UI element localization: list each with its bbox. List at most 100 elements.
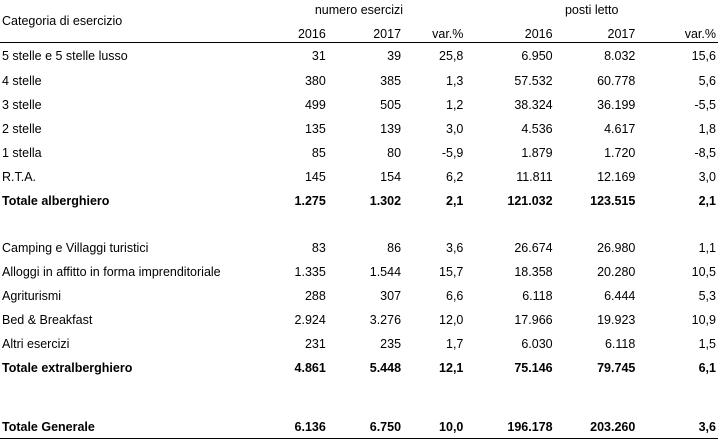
cell-value: -5,5 bbox=[694, 98, 716, 112]
cell-value: 6,1 bbox=[698, 361, 716, 375]
cell-value: 10,5 bbox=[691, 265, 716, 279]
cell-value: 1.275 bbox=[294, 194, 326, 208]
table-row: Altri esercizi 231 235 1,7 6.030 6.118 1… bbox=[0, 332, 718, 356]
cell-value: 6.030 bbox=[521, 337, 553, 351]
cell-value: 19.923 bbox=[597, 313, 636, 327]
cell-value: 12,0 bbox=[439, 313, 464, 327]
cell-value: 196.178 bbox=[465, 404, 555, 439]
cell-value: 380 bbox=[304, 74, 326, 88]
row-label: Bed & Breakfast bbox=[2, 313, 93, 327]
table-row: Bed & Breakfast 2.924 3.276 12,0 17.966 … bbox=[0, 308, 718, 332]
table-row: 5 stelle e 5 stelle lusso 31 39 25,8 6.9… bbox=[0, 43, 718, 70]
row-label: 1 stella bbox=[2, 146, 42, 160]
row-label: Totale extralberghiero bbox=[2, 361, 133, 375]
beds-group-header: posti letto bbox=[564, 3, 619, 17]
cell-value: -8,5 bbox=[694, 146, 716, 160]
cell-value: 5.448 bbox=[369, 361, 402, 375]
cell-value: 4.536 bbox=[521, 122, 553, 136]
cell-value: 135 bbox=[304, 122, 326, 136]
cell-value: 38.324 bbox=[514, 98, 553, 112]
cell-value: 203.260 bbox=[554, 404, 638, 439]
cell-value: 235 bbox=[380, 337, 402, 351]
cell-value: 154 bbox=[380, 170, 402, 184]
cell-value: -5,9 bbox=[441, 146, 464, 160]
cell-value: 1,7 bbox=[446, 337, 464, 351]
table-row: Agriturismi 288 307 6,6 6.118 6.444 5,3 bbox=[0, 284, 718, 308]
row-label: Alloggi in affitto in forma imprenditori… bbox=[2, 265, 221, 279]
table-row: Camping e Villaggi turistici 83 86 3,6 2… bbox=[0, 236, 718, 260]
column-header-var-beds: var.% bbox=[637, 20, 718, 43]
column-header-2016-establishments: 2016 bbox=[252, 20, 328, 43]
cell-value: 3,6 bbox=[637, 404, 718, 439]
cell-value: 385 bbox=[380, 74, 402, 88]
cell-value: 10,9 bbox=[691, 313, 716, 327]
row-label: 5 stelle e 5 stelle lusso bbox=[2, 49, 128, 63]
cell-value: 8.032 bbox=[604, 49, 636, 63]
cell-value: 5,6 bbox=[698, 74, 716, 88]
column-header-2017-establishments: 2017 bbox=[327, 20, 404, 43]
table-row: 1 stella 85 80 -5,9 1.879 1.720 -8,5 bbox=[0, 141, 718, 165]
table-header: Categoria di esercizio numero esercizi p… bbox=[0, 0, 718, 43]
cell-value: 60.778 bbox=[597, 74, 636, 88]
cell-value: 6.950 bbox=[521, 49, 553, 63]
cell-value: 85 bbox=[311, 146, 326, 160]
cell-value: 3,0 bbox=[698, 170, 716, 184]
cell-value: 2,1 bbox=[698, 194, 716, 208]
extra-total-row: Totale extralberghiero 4.861 5.448 12,1 … bbox=[0, 356, 718, 380]
cell-value: 6,6 bbox=[446, 289, 464, 303]
cell-value: 15,7 bbox=[439, 265, 464, 279]
cell-value: 6.444 bbox=[604, 289, 636, 303]
cell-value: 3.276 bbox=[369, 313, 402, 327]
cell-value: 18.358 bbox=[514, 265, 553, 279]
column-header-2016-beds: 2016 bbox=[465, 20, 555, 43]
hotel-total-row: Totale alberghiero 1.275 1.302 2,1 121.0… bbox=[0, 189, 718, 213]
table-row: 4 stelle 380 385 1,3 57.532 60.778 5,6 bbox=[0, 69, 718, 93]
cell-value: 231 bbox=[304, 337, 326, 351]
cell-value: 36.199 bbox=[597, 98, 636, 112]
spacer-row bbox=[0, 213, 718, 236]
cell-value: 75.146 bbox=[514, 361, 553, 375]
cell-value: 26.980 bbox=[597, 241, 636, 255]
cell-value: 1.879 bbox=[521, 146, 553, 160]
cell-value: 307 bbox=[380, 289, 402, 303]
cell-value: 20.280 bbox=[597, 265, 636, 279]
cell-value: 3,6 bbox=[446, 241, 464, 255]
cell-value: 6.118 bbox=[604, 337, 636, 351]
column-header-2017-beds: 2017 bbox=[554, 20, 638, 43]
cell-value: 25,8 bbox=[439, 49, 464, 63]
cell-value: 11.811 bbox=[516, 170, 553, 184]
cell-value: 6.750 bbox=[327, 404, 404, 439]
cell-value: 1.302 bbox=[369, 194, 402, 208]
cell-value: 57.532 bbox=[514, 74, 553, 88]
row-label: Camping e Villaggi turistici bbox=[2, 241, 149, 255]
cell-value: 1.720 bbox=[604, 146, 636, 160]
cell-value: 15,6 bbox=[691, 49, 716, 63]
cell-value: 79.745 bbox=[597, 361, 636, 375]
grand-total-row: Totale Generale 6.136 6.750 10,0 196.178… bbox=[0, 404, 718, 439]
cell-value: 139 bbox=[380, 122, 402, 136]
cell-value: 86 bbox=[387, 241, 402, 255]
table-row: Alloggi in affitto in forma imprenditori… bbox=[0, 260, 718, 284]
cell-value: 2,1 bbox=[446, 194, 464, 208]
cell-value: 4.861 bbox=[294, 361, 326, 375]
cell-value: 17.966 bbox=[514, 313, 553, 327]
cell-value: 1.544 bbox=[369, 265, 402, 279]
cell-value: 1.335 bbox=[294, 265, 326, 279]
cell-value: 1,2 bbox=[446, 98, 464, 112]
table-body: 5 stelle e 5 stelle lusso 31 39 25,8 6.9… bbox=[0, 43, 718, 439]
row-label: R.T.A. bbox=[2, 170, 37, 184]
cell-value: 1,3 bbox=[446, 74, 464, 88]
cell-value: 12,1 bbox=[439, 361, 464, 375]
row-label: Totale alberghiero bbox=[2, 194, 110, 208]
table-row: R.T.A. 145 154 6,2 11.811 12.169 3,0 bbox=[0, 165, 718, 189]
cell-value: 145 bbox=[304, 170, 326, 184]
row-label: Altri esercizi bbox=[2, 337, 70, 351]
row-label: Totale Generale bbox=[0, 404, 253, 439]
table-row: 3 stelle 499 505 1,2 38.324 36.199 -5,5 bbox=[0, 93, 718, 117]
spacer-row bbox=[0, 380, 718, 404]
cell-value: 12.169 bbox=[597, 170, 636, 184]
cell-value: 6.118 bbox=[522, 289, 553, 303]
cell-value: 5,3 bbox=[698, 289, 716, 303]
